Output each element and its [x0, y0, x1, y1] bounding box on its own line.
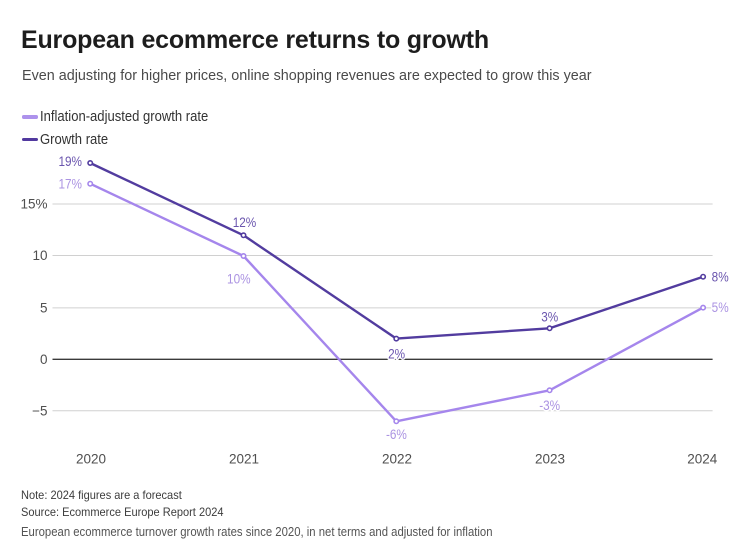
svg-text:17%: 17%: [58, 175, 82, 191]
svg-text:8%: 8%: [712, 268, 729, 284]
svg-text:19%: 19%: [58, 153, 82, 169]
svg-text:2020: 2020: [76, 452, 106, 467]
svg-text:12%: 12%: [233, 214, 257, 230]
svg-text:2024: 2024: [687, 452, 718, 467]
svg-text:5: 5: [40, 301, 48, 316]
svg-text:2021: 2021: [229, 452, 259, 467]
svg-text:0: 0: [40, 352, 48, 367]
svg-text:2022: 2022: [382, 452, 412, 467]
svg-text:2023: 2023: [535, 452, 565, 467]
svg-text:-3%: -3%: [539, 397, 560, 413]
svg-text:15%: 15%: [20, 197, 47, 212]
svg-text:10%: 10%: [227, 270, 251, 286]
svg-text:10: 10: [32, 248, 47, 263]
svg-text:3%: 3%: [541, 309, 558, 325]
svg-text:-6%: -6%: [386, 426, 407, 442]
svg-text:−5: −5: [32, 403, 47, 418]
svg-text:2%: 2%: [388, 346, 405, 362]
svg-text:5%: 5%: [712, 299, 729, 315]
